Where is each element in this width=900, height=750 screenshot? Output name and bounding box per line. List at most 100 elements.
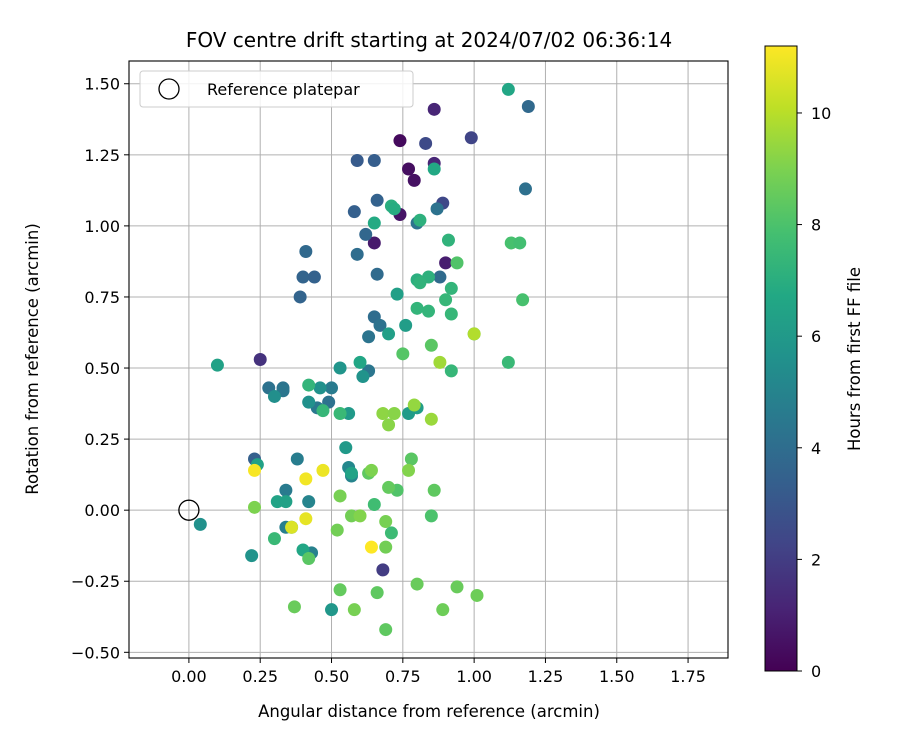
data-point: [404, 452, 418, 466]
data-point: [379, 623, 393, 637]
data-point: [370, 267, 384, 281]
data-point: [367, 497, 381, 511]
data-point: [367, 154, 381, 167]
colorbar-tick-label: 0: [811, 662, 821, 681]
colorbar-gradient: [764, 45, 798, 672]
data-point: [376, 563, 390, 577]
data-point: [407, 398, 421, 412]
chart-title: FOV centre drift starting at 2024/07/02 …: [186, 28, 672, 52]
data-point: [339, 441, 353, 455]
data-point: [424, 509, 438, 523]
data-point: [433, 270, 447, 284]
data-point: [290, 452, 304, 466]
data-point: [248, 463, 262, 477]
data-point: [464, 131, 478, 145]
data-point: [333, 361, 347, 375]
data-point: [325, 381, 339, 395]
data-point: [367, 236, 381, 250]
data-point: [382, 327, 396, 341]
data-point: [430, 202, 444, 216]
data-point: [333, 489, 347, 503]
y-axis-label: Rotation from reference (arcmin): [23, 223, 42, 495]
data-point: [422, 304, 435, 318]
data-point: [470, 588, 484, 602]
data-point: [402, 162, 416, 176]
colorbar-tick-label: 8: [811, 216, 821, 235]
data-point: [364, 463, 378, 477]
data-point: [285, 520, 299, 534]
legend: Reference platepar: [139, 70, 414, 108]
data-point: [387, 202, 401, 216]
data-point: [413, 213, 427, 227]
data-point: [359, 227, 373, 241]
data-point: [379, 540, 393, 554]
data-point: [427, 102, 441, 116]
data-point: [344, 466, 358, 480]
data-point: [387, 407, 401, 421]
data-point: [521, 99, 535, 113]
data-point: [364, 540, 378, 554]
data-point: [302, 552, 316, 565]
data-point: [267, 389, 281, 403]
data-point: [439, 256, 453, 270]
data-point: [424, 338, 438, 352]
data-point: [433, 355, 447, 369]
legend-box: [139, 70, 414, 108]
data-point: [382, 418, 396, 432]
data-point: [347, 603, 361, 617]
data-point: [513, 236, 527, 250]
y-tick-label: 0.50: [84, 359, 120, 378]
x-tick-label: 0.50: [314, 667, 350, 686]
data-point: [299, 244, 313, 258]
x-tick-label: 1.50: [599, 667, 635, 686]
data-point: [367, 216, 381, 230]
x-tick-label: 0.75: [385, 667, 421, 686]
y-tick-label: 0.00: [84, 501, 120, 520]
y-tick-label: 0.75: [84, 288, 120, 307]
y-tick-label: −0.50: [71, 643, 120, 662]
data-point: [373, 318, 387, 332]
x-tick-label: 1.25: [528, 667, 564, 686]
data-point: [307, 270, 321, 284]
data-point: [279, 495, 293, 509]
data-point: [413, 276, 427, 290]
data-point: [390, 287, 404, 301]
data-point: [330, 523, 344, 537]
data-point: [302, 495, 316, 509]
data-point: [450, 580, 464, 594]
data-point: [299, 472, 313, 486]
data-point: [501, 82, 515, 96]
data-point: [353, 355, 367, 369]
data-point: [253, 353, 267, 366]
data-point: [441, 233, 455, 247]
data-point: [376, 407, 390, 421]
reference-marker: [178, 499, 200, 521]
data-point: [210, 358, 224, 372]
data-point: [356, 370, 370, 384]
grid-lines: [129, 61, 728, 658]
x-axis-label: Angular distance from reference (arcmin): [258, 702, 600, 721]
data-point: [396, 347, 410, 361]
data-point: [424, 412, 438, 426]
data-point: [399, 318, 413, 332]
data-point: [516, 293, 530, 307]
data-point: [347, 205, 361, 219]
data-point: [427, 483, 441, 497]
plot-frame: [128, 60, 729, 659]
data-point: [450, 256, 464, 270]
data-point: [293, 290, 307, 304]
y-tick-label: 1.50: [84, 75, 120, 94]
data-point: [299, 512, 313, 526]
colorbar-label: Hours from first FF file: [845, 267, 864, 451]
data-point: [245, 549, 259, 563]
data-point: [370, 586, 384, 600]
colorbar-tick-label: 10: [811, 104, 831, 123]
x-axis-ticks: 0.00 0.25 0.50 0.75 1.00 1.25 1.50 1.75: [171, 658, 706, 686]
data-point: [501, 355, 515, 369]
data-point: [296, 270, 310, 284]
data-point: [419, 136, 433, 150]
data-point: [350, 154, 364, 167]
y-tick-label: 1.00: [84, 217, 120, 236]
colorbar-tick-label: 4: [811, 439, 821, 458]
data-point: [518, 182, 532, 196]
